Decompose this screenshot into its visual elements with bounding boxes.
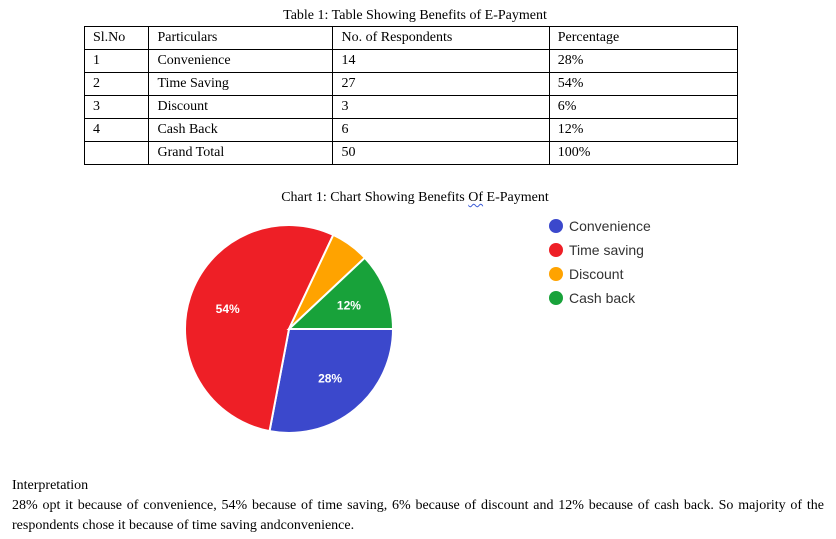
legend-swatch — [549, 291, 563, 305]
table-header-cell: Percentage — [548, 26, 739, 50]
chart-title-start: Chart 1: Chart Showing Benefits — [281, 190, 469, 205]
table-header-cell: Sl.No — [83, 26, 150, 50]
chart-legend: Convenience Time saving Discount Cash back — [549, 214, 651, 310]
table-cell: Cash Back — [148, 118, 334, 142]
table-cell: 54% — [548, 72, 739, 96]
table-row: 1 Convenience 14 28% — [83, 49, 739, 73]
table-cell: 2 — [83, 72, 150, 96]
legend-swatch — [549, 243, 563, 257]
legend-item-convenience: Convenience — [549, 214, 651, 238]
table-header-row: Sl.No Particulars No. of Respondents Percen… — [83, 26, 739, 50]
legend-swatch — [549, 267, 563, 281]
legend-label: Cash back — [569, 290, 636, 306]
table-cell: 28% — [548, 49, 739, 73]
pie-slice-cash-back — [286, 256, 395, 330]
interpretation-heading: Interpretation — [12, 478, 89, 493]
legend-swatch — [549, 219, 563, 233]
legend-label: Time saving — [569, 242, 644, 258]
interpretation: Interpretation 28% opt it because of con… — [12, 476, 824, 536]
table-cell: Grand Total — [148, 141, 334, 165]
chart-title: Chart 1: Chart Showing Benefits Of E-Pay… — [0, 190, 830, 206]
table-row: Grand Total 50 100% — [83, 141, 739, 165]
legend-item-time-saving: Time saving — [549, 238, 651, 262]
table-cell: 14 — [332, 49, 550, 73]
table-row: 3 Discount 3 6% — [83, 95, 739, 119]
table-cell: 1 — [83, 49, 150, 73]
benefits-table: Sl.No Particulars No. of Respondents Percen… — [83, 26, 739, 165]
table-cell: Convenience — [148, 49, 334, 73]
table-cell: 6% — [548, 95, 739, 119]
table-cell: 100% — [548, 141, 739, 165]
table-header-cell: No. of Respondents — [332, 26, 550, 50]
table-title: Table 1: Table Showing Benefits of E-Pay… — [283, 8, 547, 23]
table-cell: Discount — [148, 95, 334, 119]
table-cell: Time Saving — [148, 72, 334, 96]
table-cell: 3 — [332, 95, 550, 119]
table-cell: 3 — [83, 95, 150, 119]
table-cell — [83, 141, 150, 165]
pie-chart: 28% 54% 12% — [184, 224, 395, 434]
legend-item-cash-back: Cash back — [549, 286, 651, 310]
chart-title-end: E-Payment — [483, 190, 549, 205]
table-row: 4 Cash Back 6 12% — [83, 118, 739, 142]
table-cell: 6 — [332, 118, 550, 142]
interpretation-body: 28% opt it because of convenience, 54% b… — [12, 498, 824, 533]
legend-label: Convenience — [569, 218, 651, 234]
table-cell: 12% — [548, 118, 739, 142]
pie-slice-time-saving — [184, 224, 335, 433]
table-cell: 50 — [332, 141, 550, 165]
legend-label: Discount — [569, 266, 624, 282]
table-cell: 27 — [332, 72, 550, 96]
pie-slice-convenience — [268, 328, 395, 434]
pie-data-label: 54% — [216, 302, 240, 316]
pie-data-label: 12% — [337, 298, 361, 312]
legend-item-discount: Discount — [549, 262, 651, 286]
pie-data-label: 28% — [318, 372, 342, 386]
table-cell: 4 — [83, 118, 150, 142]
table-header-cell: Particulars — [148, 26, 334, 50]
table-row: 2 Time Saving 27 54% — [83, 72, 739, 96]
chart-title-spellcheck-word: Of — [468, 190, 484, 205]
